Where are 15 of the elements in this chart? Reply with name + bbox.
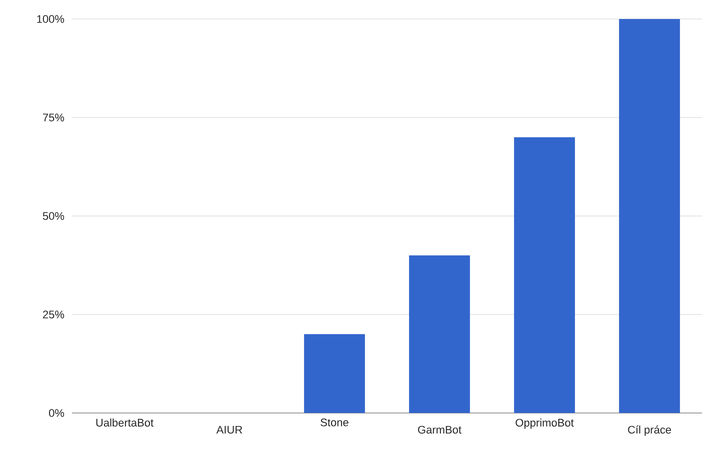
x-tick-label: OpprimoBot bbox=[516, 418, 574, 429]
y-tick-label: 25% bbox=[43, 310, 64, 318]
bar bbox=[409, 255, 470, 413]
bar bbox=[514, 137, 575, 413]
x-tick-label: AIUR bbox=[216, 426, 242, 434]
bar bbox=[304, 334, 365, 413]
x-tick-label: Cíl práce bbox=[628, 425, 671, 436]
y-tick-label: 100% bbox=[37, 15, 64, 23]
bar bbox=[619, 18, 680, 413]
x-tick-label: UalbertaBot bbox=[96, 418, 154, 427]
y-tick-label: 0% bbox=[49, 409, 64, 417]
y-tick-label: 50% bbox=[42, 212, 64, 220]
y-tick-label: 75% bbox=[43, 114, 64, 122]
x-tick-label: Stone bbox=[320, 418, 348, 426]
x-tick-label: GarmBot bbox=[418, 426, 462, 434]
